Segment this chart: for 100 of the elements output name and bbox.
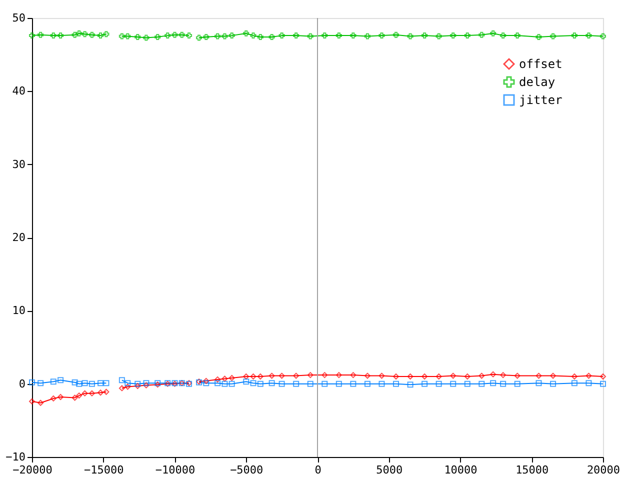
point bbox=[393, 32, 400, 38]
point bbox=[243, 378, 250, 385]
point bbox=[278, 372, 285, 379]
point bbox=[214, 376, 221, 382]
point bbox=[436, 380, 442, 387]
point bbox=[490, 371, 496, 378]
point bbox=[336, 372, 342, 378]
x-tick-label: 10000 bbox=[444, 464, 478, 476]
x-tick-label: 20000 bbox=[586, 464, 620, 476]
point bbox=[350, 380, 356, 387]
point bbox=[98, 380, 104, 386]
point bbox=[407, 382, 414, 388]
point bbox=[514, 380, 520, 387]
point bbox=[550, 380, 556, 387]
point bbox=[50, 32, 56, 39]
point bbox=[228, 32, 235, 39]
point bbox=[50, 395, 56, 402]
point bbox=[350, 32, 356, 39]
point bbox=[378, 372, 385, 379]
point bbox=[478, 372, 485, 379]
point bbox=[500, 372, 506, 378]
point bbox=[536, 380, 542, 386]
point bbox=[178, 32, 185, 38]
x-tick-label: −10000 bbox=[155, 464, 196, 476]
y-tick-label: 0 bbox=[18, 377, 26, 390]
point bbox=[600, 380, 606, 387]
point bbox=[307, 372, 314, 378]
point bbox=[98, 390, 104, 396]
point bbox=[82, 390, 88, 396]
point bbox=[490, 380, 496, 386]
point bbox=[257, 380, 264, 387]
point bbox=[336, 380, 342, 387]
point bbox=[422, 32, 428, 39]
point bbox=[203, 380, 210, 386]
point bbox=[154, 34, 161, 40]
point bbox=[478, 380, 485, 387]
point bbox=[222, 376, 228, 382]
point bbox=[293, 380, 300, 387]
point bbox=[58, 32, 64, 39]
point bbox=[422, 380, 428, 387]
point bbox=[103, 31, 110, 38]
point bbox=[214, 33, 221, 40]
x-tick-label: 0 bbox=[314, 464, 322, 476]
point bbox=[72, 32, 78, 38]
point bbox=[186, 32, 192, 39]
point bbox=[378, 32, 385, 39]
legend-label: offset bbox=[519, 57, 562, 71]
point bbox=[72, 394, 78, 401]
point bbox=[478, 32, 485, 38]
point bbox=[571, 374, 578, 380]
point bbox=[88, 32, 95, 38]
x-tick-label: −15000 bbox=[84, 464, 124, 476]
point bbox=[550, 372, 556, 379]
point bbox=[450, 380, 456, 387]
point bbox=[293, 372, 300, 379]
point bbox=[118, 33, 125, 40]
point bbox=[464, 380, 470, 387]
point bbox=[29, 379, 35, 386]
point bbox=[134, 34, 141, 40]
point bbox=[268, 372, 275, 379]
point bbox=[307, 380, 314, 387]
legend-label: delay bbox=[519, 75, 556, 89]
y-tick-label: −10 bbox=[6, 450, 26, 464]
point bbox=[196, 34, 202, 41]
point bbox=[364, 33, 370, 40]
point bbox=[76, 380, 82, 387]
point bbox=[268, 380, 275, 386]
point bbox=[38, 400, 44, 406]
point bbox=[72, 379, 78, 386]
point bbox=[203, 34, 210, 40]
point bbox=[118, 385, 125, 392]
point bbox=[293, 32, 300, 39]
point bbox=[514, 372, 520, 379]
point bbox=[38, 32, 44, 38]
point bbox=[50, 378, 56, 385]
point bbox=[514, 32, 520, 39]
point bbox=[278, 32, 285, 39]
point bbox=[88, 380, 95, 387]
point bbox=[407, 374, 414, 380]
point bbox=[586, 372, 592, 379]
point bbox=[586, 380, 592, 386]
point bbox=[450, 372, 456, 379]
point bbox=[222, 380, 228, 387]
point bbox=[29, 398, 35, 404]
point bbox=[250, 32, 256, 39]
point bbox=[322, 372, 328, 378]
point bbox=[203, 378, 210, 384]
y-tick-label: 50 bbox=[12, 12, 26, 24]
point bbox=[536, 372, 542, 379]
point bbox=[134, 383, 141, 390]
point bbox=[464, 32, 470, 39]
point bbox=[571, 380, 578, 386]
point bbox=[124, 384, 131, 390]
point bbox=[29, 32, 35, 39]
point bbox=[38, 380, 44, 386]
point bbox=[500, 32, 506, 39]
point bbox=[586, 32, 592, 39]
x-tick-label: −20000 bbox=[12, 464, 52, 476]
point bbox=[228, 374, 235, 381]
point bbox=[250, 374, 256, 380]
